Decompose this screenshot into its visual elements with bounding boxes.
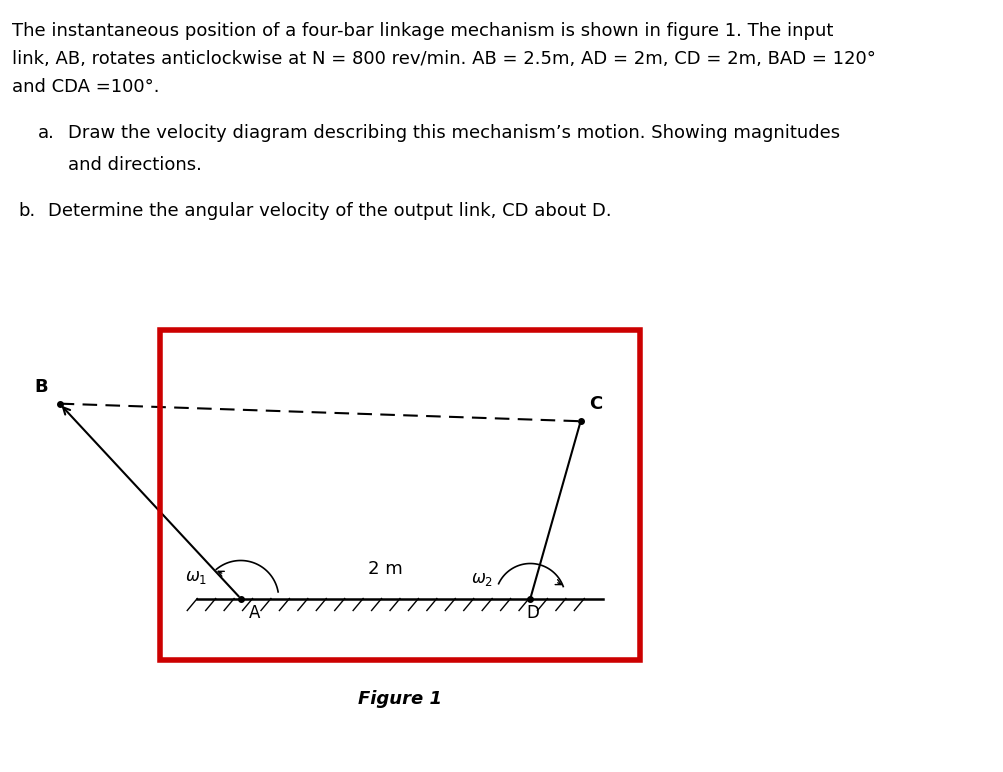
Text: and directions.: and directions. bbox=[68, 156, 202, 174]
Text: Figure 1: Figure 1 bbox=[358, 690, 441, 708]
Text: $\omega_1$: $\omega_1$ bbox=[185, 567, 207, 585]
Text: The instantaneous position of a four-bar linkage mechanism is shown in figure 1.: The instantaneous position of a four-bar… bbox=[12, 22, 832, 40]
Text: Draw the velocity diagram describing this mechanism’s motion. Showing magnitudes: Draw the velocity diagram describing thi… bbox=[68, 124, 840, 142]
Bar bbox=[159, 330, 639, 660]
Text: C: C bbox=[589, 395, 602, 413]
Text: b.: b. bbox=[18, 202, 35, 220]
Text: A: A bbox=[249, 604, 260, 622]
Text: Determine the angular velocity of the output link, CD about D.: Determine the angular velocity of the ou… bbox=[48, 202, 611, 220]
Text: link, AB, rotates anticlockwise at N = 800 rev/min. AB = 2.5m, AD = 2m, CD = 2m,: link, AB, rotates anticlockwise at N = 8… bbox=[12, 50, 875, 68]
Text: B: B bbox=[35, 378, 48, 395]
Text: a.: a. bbox=[38, 124, 55, 142]
Text: $\omega_2$: $\omega_2$ bbox=[470, 570, 492, 587]
Text: 2 m: 2 m bbox=[368, 560, 402, 577]
Text: and CDA =100°.: and CDA =100°. bbox=[12, 78, 159, 96]
Text: D: D bbox=[526, 604, 539, 622]
